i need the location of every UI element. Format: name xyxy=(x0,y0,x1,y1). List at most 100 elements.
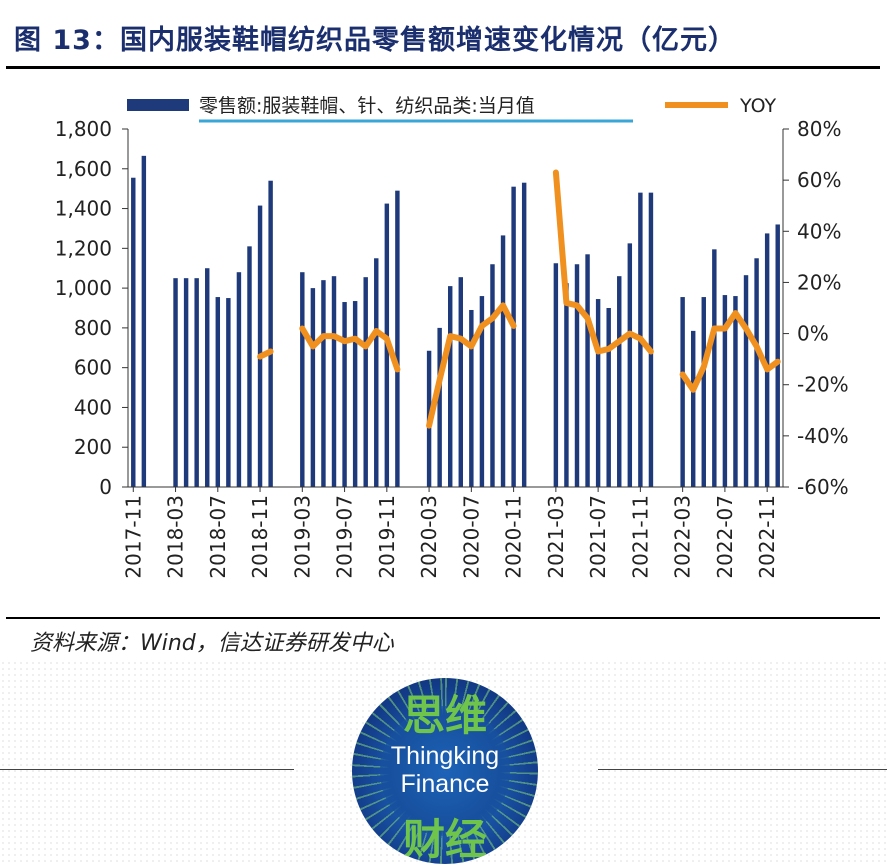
right-tick-label: -40% xyxy=(797,424,849,448)
left-tick-label: 200 xyxy=(74,435,112,459)
bar xyxy=(236,272,242,487)
x-tick-label: 2019-07 xyxy=(333,495,357,579)
legend-bar-swatch xyxy=(127,99,189,111)
x-tick-label: 2018-11 xyxy=(248,495,272,579)
x-tick-label: 2022-03 xyxy=(671,495,695,579)
bar xyxy=(490,264,495,487)
x-tick-label: 2021-11 xyxy=(628,495,652,579)
right-tick-label: 40% xyxy=(797,219,841,243)
left-tick-label: 1,000 xyxy=(55,276,112,300)
logo-text-en-1: Thingking xyxy=(390,742,500,770)
bar xyxy=(754,258,759,487)
bar xyxy=(690,330,696,487)
x-tick-label: 2020-03 xyxy=(417,495,441,579)
chart: 0 200 400 600 800 1,000 1,200 1,400 1,600 1,800 -… xyxy=(55,95,849,579)
x-tick-label: 2019-03 xyxy=(290,495,314,579)
bar xyxy=(733,296,738,487)
bar xyxy=(479,296,485,487)
right-tick-label: 0% xyxy=(797,322,829,346)
bar xyxy=(374,258,379,487)
left-tick-label: 1,600 xyxy=(55,157,112,181)
right-tick-label: -60% xyxy=(797,475,849,499)
bar xyxy=(215,297,221,487)
bar xyxy=(300,272,305,487)
bar xyxy=(617,276,622,487)
brand-logo: 思维 Thingking Finance 财经 xyxy=(352,678,538,864)
source-note: 资料来源：Wind，信达证券研发中心 xyxy=(30,631,394,656)
x-tick-label: 2018-07 xyxy=(206,495,230,579)
source-rule xyxy=(6,617,880,619)
bar xyxy=(363,277,368,487)
figure-title: 图 13：国内服装鞋帽纺织品零售额增速变化情况（亿元） xyxy=(14,25,736,56)
bar xyxy=(395,190,400,487)
x-tick-label: 2017-11 xyxy=(121,495,145,579)
x-tick-label: 2021-07 xyxy=(586,495,610,579)
logo-inner xyxy=(380,706,510,836)
x-tick-label: 2020-11 xyxy=(502,495,526,579)
divider-left xyxy=(0,769,294,770)
x-tick-label: 2018-03 xyxy=(164,495,188,579)
bar xyxy=(648,192,654,487)
bar xyxy=(722,295,728,487)
legend: 零售额:服装鞋帽、针、纺织品类:当月值 YOY xyxy=(127,95,776,123)
bar xyxy=(437,327,442,487)
bar xyxy=(574,264,580,487)
bar xyxy=(553,263,559,487)
bar xyxy=(310,288,316,487)
bar-series xyxy=(131,155,780,488)
left-tick-label: 400 xyxy=(74,395,112,419)
right-axis: -60% -40% -20% 0% 20% 40% 60% 80% xyxy=(782,117,849,499)
yoy-line-segment xyxy=(552,169,654,355)
x-tick-label: 2020-07 xyxy=(459,495,483,579)
right-tick-label: 80% xyxy=(797,117,841,141)
logo-text-top: 思维 xyxy=(402,691,487,740)
bar xyxy=(226,298,231,487)
bar xyxy=(469,309,474,487)
bar xyxy=(141,155,147,487)
left-tick-label: 1,400 xyxy=(55,197,112,221)
yoy-line-series xyxy=(257,169,781,429)
right-tick-label: 60% xyxy=(797,168,841,192)
divider-right xyxy=(598,769,887,770)
bar xyxy=(712,249,717,487)
x-axis: 2017-11 2018-03 2018-07 2018-11 2019-03 2019-… xyxy=(121,486,783,579)
yoy-line-segment xyxy=(426,302,517,429)
x-tick-label: 2019-11 xyxy=(375,495,399,579)
bar xyxy=(194,278,199,487)
bar xyxy=(680,297,685,487)
bar xyxy=(627,243,633,487)
right-tick-label: 20% xyxy=(797,270,841,294)
title-rule xyxy=(6,66,880,69)
left-tick-label: 1,200 xyxy=(55,236,112,260)
bar xyxy=(775,224,780,487)
bar xyxy=(606,308,611,487)
x-tick-label: 2022-11 xyxy=(755,495,779,579)
bar xyxy=(595,299,601,487)
bar xyxy=(247,246,252,487)
bar xyxy=(205,268,210,487)
bar xyxy=(585,254,590,487)
logo-text-en-2: Finance xyxy=(400,770,490,798)
bar xyxy=(268,180,273,487)
bar xyxy=(331,276,337,487)
bar xyxy=(447,286,453,487)
left-tick-label: 600 xyxy=(74,356,112,380)
bar xyxy=(500,235,506,487)
bar xyxy=(701,297,706,487)
bar xyxy=(458,277,464,487)
left-tick-label: 1,800 xyxy=(55,117,112,141)
bar xyxy=(342,302,347,487)
yoy-line-segment xyxy=(257,348,274,360)
bar xyxy=(173,278,178,487)
bar xyxy=(131,177,136,487)
bar xyxy=(321,280,326,487)
yoy-line-segment xyxy=(679,310,781,393)
bar xyxy=(352,301,358,487)
bar xyxy=(764,233,770,487)
legend-bar-label: 零售额:服装鞋帽、针、纺织品类:当月值 xyxy=(199,95,535,117)
bar xyxy=(511,186,516,487)
x-tick-label: 2022-07 xyxy=(713,495,737,579)
bar xyxy=(257,205,263,488)
left-axis: 0 200 400 600 800 1,000 1,200 1,400 1,600 1,800 xyxy=(55,117,129,499)
bar xyxy=(521,182,527,487)
